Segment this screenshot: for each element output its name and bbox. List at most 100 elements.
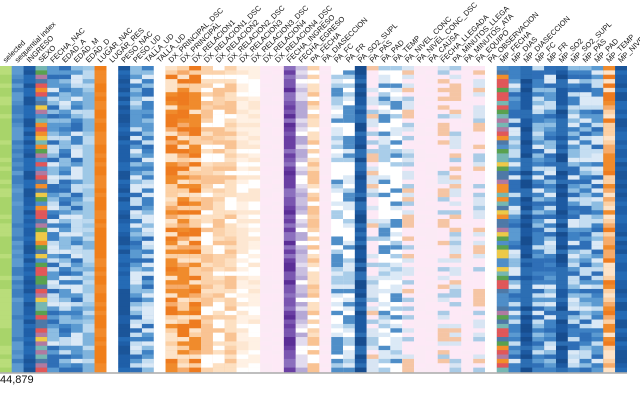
cell	[307, 253, 320, 259]
cell	[23, 245, 36, 250]
cell	[544, 315, 557, 320]
cell	[449, 367, 462, 373]
cell	[603, 358, 616, 364]
cell	[189, 258, 202, 263]
cell	[23, 363, 36, 368]
cell	[354, 350, 367, 355]
cell	[591, 153, 604, 158]
cell	[47, 210, 60, 215]
cell	[11, 188, 24, 193]
cell	[473, 92, 486, 97]
cell	[437, 210, 450, 215]
cell	[260, 100, 273, 106]
cell	[118, 66, 131, 71]
cell	[189, 96, 202, 102]
cell	[224, 70, 237, 75]
cell	[0, 66, 12, 71]
cell	[165, 214, 178, 220]
cell	[390, 66, 403, 71]
cell	[532, 179, 545, 185]
cell	[141, 262, 154, 268]
cell	[165, 319, 178, 325]
cell	[461, 79, 474, 84]
cell	[23, 135, 36, 141]
cell	[272, 350, 284, 355]
cell	[307, 258, 320, 263]
cell	[532, 284, 545, 290]
cell	[118, 315, 131, 320]
cell	[331, 358, 344, 364]
cell	[23, 70, 36, 75]
cell	[11, 293, 24, 298]
cell	[615, 345, 627, 351]
cell	[354, 166, 367, 172]
cell	[165, 210, 178, 215]
cell	[141, 175, 154, 180]
cell	[414, 341, 426, 346]
cell	[532, 328, 545, 333]
cell	[236, 140, 249, 145]
cell	[201, 232, 213, 237]
cell	[331, 310, 344, 316]
cell	[11, 280, 24, 285]
cell	[319, 131, 332, 137]
cell	[402, 66, 415, 71]
cell	[82, 302, 95, 307]
cell	[307, 74, 320, 80]
cell	[177, 201, 190, 207]
cell	[82, 350, 95, 355]
cell	[449, 205, 462, 211]
cell	[59, 74, 71, 80]
cell	[260, 297, 273, 303]
cell	[473, 337, 486, 342]
cell	[378, 245, 391, 250]
cell	[47, 201, 60, 207]
cell	[556, 166, 568, 172]
cell	[603, 275, 616, 281]
cell	[189, 253, 202, 259]
cell	[343, 74, 355, 80]
cell	[615, 275, 627, 281]
cell	[130, 310, 142, 316]
cell	[165, 262, 178, 268]
cell	[177, 135, 190, 141]
cell	[59, 236, 71, 242]
cell	[177, 205, 190, 211]
cell	[331, 262, 344, 268]
cell	[189, 245, 202, 250]
cell	[260, 293, 273, 298]
cell	[319, 192, 332, 198]
cell	[603, 323, 616, 329]
cell	[425, 131, 438, 137]
cell	[319, 310, 332, 316]
cell	[272, 240, 284, 246]
cell	[343, 92, 355, 97]
cell	[343, 315, 355, 320]
cell	[390, 184, 403, 189]
cell	[236, 175, 249, 180]
cell	[177, 192, 190, 198]
cell	[283, 83, 296, 89]
cell	[319, 179, 332, 185]
cell	[141, 267, 154, 272]
cell	[35, 367, 48, 373]
cell	[449, 323, 462, 329]
cell	[23, 175, 36, 180]
cell	[295, 184, 308, 189]
cell	[260, 201, 273, 207]
cell	[70, 100, 83, 106]
cell	[473, 280, 486, 285]
cell	[224, 337, 237, 342]
cell	[260, 319, 273, 325]
cell	[94, 350, 107, 355]
cell	[544, 83, 557, 89]
cell	[567, 122, 580, 128]
cell	[496, 341, 509, 346]
cell	[414, 175, 426, 180]
cell	[556, 105, 568, 110]
cell	[354, 210, 367, 215]
cell	[283, 363, 296, 368]
cell	[366, 280, 379, 285]
cell	[35, 288, 48, 294]
cell	[59, 345, 71, 351]
